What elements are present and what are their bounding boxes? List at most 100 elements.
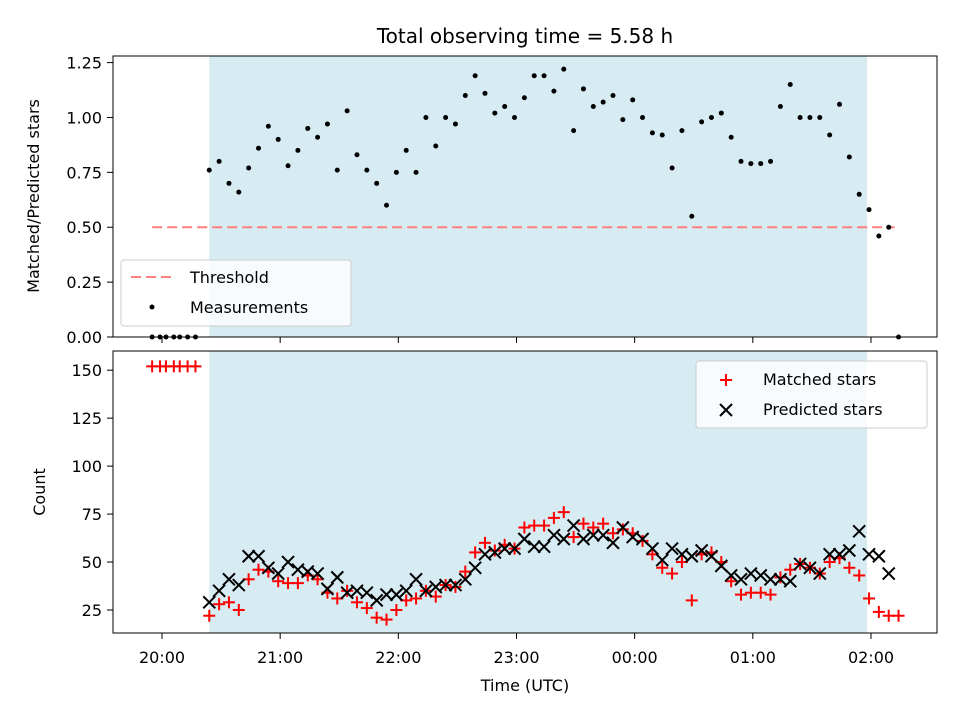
matched-star-point: [252, 563, 265, 576]
measurement-point: [492, 110, 498, 116]
measurement-point: [640, 114, 646, 120]
measurement-point: [334, 167, 340, 173]
predicted-x-b: [488, 545, 502, 560]
predicted-x-b: [596, 528, 610, 542]
x-tick-label: 02:00: [848, 648, 894, 667]
predicted-star-point: [202, 595, 216, 610]
predicted-x-b: [842, 543, 857, 558]
predicted-star-point: [754, 568, 768, 583]
predicted-x-b: [261, 561, 276, 575]
top-y-axis: 0.00 0.25 0.50 0.75 1.00 1.25: [66, 54, 113, 347]
measurement-point: [462, 93, 468, 99]
predicted-x-b: [813, 566, 827, 581]
predicted-star-point: [222, 572, 236, 586]
top-y-tick-label: 0.25: [66, 273, 102, 292]
top-chart: 0.00 0.25 0.50 0.75 1.00 1.25 Matched/Predict…: [24, 54, 938, 347]
bottom-x-axis: 20:00 21:00 22:00 23:00 00:00 01:00 02:00: [139, 633, 894, 667]
predicted-x-b: [478, 547, 492, 562]
predicted-x-b: [822, 547, 837, 562]
measurement-point: [748, 161, 754, 167]
predicted-x-b: [694, 543, 709, 558]
predicted-star-point: [419, 584, 433, 598]
measurement-point: [482, 90, 488, 96]
measurement-point: [630, 97, 636, 103]
measurement-point: [472, 73, 478, 79]
measurement-point: [236, 189, 242, 195]
matched-star-point: [488, 544, 501, 557]
measurement-point: [344, 108, 350, 114]
predicted-star-point: [763, 572, 778, 586]
predicted-x-b: [251, 549, 266, 563]
matched-stars-legend-swatch: [720, 374, 732, 386]
predicted-x-b: [586, 528, 601, 542]
measurement-point: [876, 233, 882, 239]
top-legend-box: [120, 259, 352, 327]
x-tick-label: 23:00: [493, 648, 539, 667]
predicted-x-b: [360, 586, 374, 600]
measurement-point: [216, 158, 222, 164]
bottom-legend-box: [695, 360, 928, 429]
bottom-y-tick-label: 100: [71, 457, 102, 476]
measurement-point: [600, 99, 606, 105]
measurement-point: [708, 114, 714, 120]
measurement-point: [295, 147, 301, 153]
predicted-star-point: [468, 561, 482, 575]
predicted-star-point: [596, 528, 610, 542]
measurement-point: [452, 121, 458, 127]
predicted-star-point: [232, 578, 246, 592]
predicted-star-point: [606, 536, 620, 550]
matched-star-point: [203, 609, 216, 622]
measurement-point: [580, 86, 586, 92]
predicted-star-point: [645, 541, 660, 556]
top-y-tick-label: 1.25: [66, 54, 102, 73]
predicted-stars-legend-swatch: [719, 403, 733, 417]
measurement-point: [413, 169, 419, 175]
matched-star-point: [449, 580, 462, 593]
predicted-x-b: [369, 593, 384, 608]
predicted-x-b: [222, 572, 236, 586]
predicted-x-b: [724, 568, 738, 583]
measurement-point: [777, 103, 783, 109]
bottom-y-tick-label: 25: [82, 601, 102, 620]
predicted-x-b: [409, 572, 423, 586]
predicted-x-b: [281, 555, 295, 569]
predicted-star-point: [517, 532, 532, 546]
predicted-star-point: [852, 524, 866, 539]
matched-star-point: [390, 603, 403, 616]
predicted-star-point: [261, 561, 276, 575]
bottom-y-axis: 25 50 75 100 125 150: [71, 361, 113, 620]
matched-star-point: [478, 536, 491, 549]
predicted-star-point: [379, 587, 394, 602]
top-y-tick-label: 0.00: [66, 328, 102, 347]
matched-star-point: [656, 561, 669, 574]
measurements-legend-swatch: [149, 304, 155, 310]
predicted-star-point: [724, 568, 738, 583]
measurement-point: [718, 110, 724, 116]
measurement-point: [758, 161, 764, 167]
matched-star-point: [380, 613, 393, 626]
predicted-star-point: [832, 547, 847, 562]
predicted-x-b: [714, 559, 729, 573]
measurement-point: [827, 132, 833, 138]
predicted-x-b: [271, 566, 285, 581]
predicted-star-point: [694, 543, 709, 558]
measurement-point: [659, 132, 665, 138]
predicted-star-point: [734, 572, 748, 586]
measurement-point: [866, 207, 872, 213]
measurement-point: [886, 224, 892, 230]
matched-star-point: [823, 556, 836, 569]
measurement-point: [787, 82, 793, 88]
measurement-point: [226, 180, 232, 186]
matched-star-point: [189, 360, 202, 373]
predicted-x-b: [566, 518, 581, 533]
measurement-point: [856, 191, 862, 197]
bottom-y-tick-label: 150: [71, 361, 102, 380]
top-x-ticks: [161, 337, 872, 343]
predicted-x-b: [497, 541, 512, 556]
predicted-x-b: [734, 572, 748, 586]
measurement-point: [689, 213, 695, 219]
measurement-point: [443, 114, 449, 120]
predicted-x-b: [438, 578, 453, 592]
measurement-point: [374, 180, 380, 186]
measurement-point: [384, 202, 390, 208]
